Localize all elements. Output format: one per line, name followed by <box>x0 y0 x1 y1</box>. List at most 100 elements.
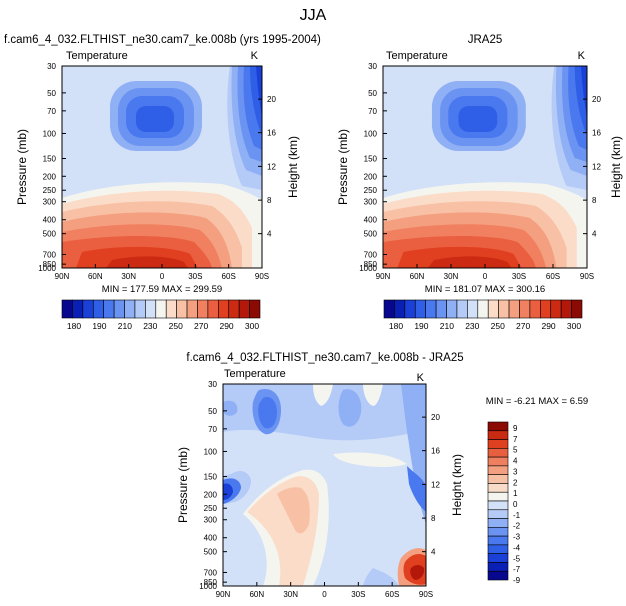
height-tick-label: 8 <box>267 196 272 205</box>
colorbar-swatch <box>487 527 509 537</box>
height-tick-label: 20 <box>267 95 276 104</box>
level-band <box>407 466 426 512</box>
latitude-tick-label: 0 <box>483 272 488 281</box>
colorbar-label: -3 <box>513 533 521 542</box>
latitude-tick-label: 90N <box>55 272 70 281</box>
colorbar-swatch <box>456 299 468 319</box>
panel3-stats: MIN = -6.21 MAX = 6.59 <box>486 396 588 407</box>
colorbar-swatch <box>92 299 104 319</box>
panel1-colorbar: 180 190 210 230 250 270 290 300 <box>61 299 261 331</box>
pressure-tick-label: 100 <box>204 447 218 456</box>
colorbar-swatch <box>487 299 499 319</box>
pressure-tick-label: 30 <box>208 380 217 389</box>
panel1-y2label: Height (km) <box>286 136 300 198</box>
level-band <box>256 66 262 118</box>
panel3-ylabel: Pressure (mb) <box>176 447 190 523</box>
panel1-height-ticks: 20 16 12 8 4 <box>258 95 276 239</box>
colorbar-swatch <box>487 544 509 554</box>
colorbar-swatch <box>404 299 416 319</box>
colorbar-swatch <box>487 421 509 432</box>
colorbar-swatch <box>124 299 136 319</box>
colorbar-swatch <box>487 562 509 572</box>
pressure-tick-label: 200 <box>364 172 378 181</box>
colorbar-label: 0 <box>513 500 518 509</box>
level-band <box>223 400 238 416</box>
pressure-tick-label: 70 <box>368 107 377 116</box>
panel2-ylabel: Pressure (mb) <box>336 129 350 205</box>
height-tick-label: 12 <box>431 480 440 489</box>
level-band <box>363 568 399 586</box>
pressure-tick-label: 300 <box>204 516 218 525</box>
colorbar-label: 9 <box>513 424 518 433</box>
pressure-tick-label: 50 <box>208 407 217 416</box>
pressure-tick-label: 850 <box>43 260 57 269</box>
level-band <box>383 106 392 192</box>
colorbar-label: 190 <box>92 321 106 331</box>
panel1-units: K <box>251 50 259 62</box>
pressure-tick-label: 250 <box>364 186 378 195</box>
pressure-tick-label: 200 <box>43 172 57 181</box>
panel2-units: K <box>578 50 586 62</box>
colorbar-swatch <box>487 448 509 458</box>
colorbar-swatch <box>186 299 198 319</box>
pressure-tick-label: 100 <box>364 129 378 138</box>
colorbar-label: -9 <box>513 576 521 585</box>
pressure-tick-label: 100 <box>43 129 57 138</box>
colorbar-label: 290 <box>219 321 233 331</box>
colorbar-swatch <box>435 299 447 319</box>
panel3-height-ticks: 20 16 12 8 4 <box>422 413 440 557</box>
colorbar-label: 250 <box>169 321 183 331</box>
colorbar-swatch <box>228 299 240 319</box>
colorbar-label: 190 <box>414 321 428 331</box>
colorbar-swatch <box>519 299 531 319</box>
level-band <box>106 256 188 268</box>
colorbar-label: 270 <box>516 321 530 331</box>
colorbar-label: 250 <box>491 321 505 331</box>
panel3-field <box>223 384 426 586</box>
latitude-tick-label: 0 <box>322 590 327 599</box>
colorbar-label: 180 <box>389 321 403 331</box>
latitude-tick-label: 0 <box>160 272 165 281</box>
height-tick-label: 12 <box>592 162 601 171</box>
pressure-tick-label: 300 <box>43 198 57 207</box>
colorbar-swatch <box>176 299 188 319</box>
panel3-y2label: Height (km) <box>450 454 464 516</box>
colorbar-label: 210 <box>440 321 454 331</box>
latitude-tick-label: 90S <box>419 590 433 599</box>
colorbar-swatch <box>134 299 146 319</box>
level-band <box>338 389 362 427</box>
latitude-tick-label: 60N <box>410 272 425 281</box>
colorbar-label: 2 <box>513 478 518 487</box>
colorbar-label: -1 <box>513 511 521 520</box>
pressure-tick-label: 500 <box>364 230 378 239</box>
latitude-tick-label: 60S <box>222 272 236 281</box>
colorbar-swatch <box>61 299 73 319</box>
colorbar-swatch <box>487 465 509 475</box>
pressure-tick-label: 70 <box>208 425 217 434</box>
colorbar-label: -7 <box>513 565 521 574</box>
panel2-plot <box>382 65 588 269</box>
height-tick-label: 4 <box>267 230 272 239</box>
colorbar-swatch <box>394 299 406 319</box>
page-title: JJA <box>300 7 327 24</box>
height-tick-label: 12 <box>267 162 276 171</box>
colorbar-swatch <box>82 299 94 319</box>
pressure-tick-label: 1000 <box>359 264 377 273</box>
panel1-plot <box>61 65 263 269</box>
height-tick-label: 4 <box>431 548 436 557</box>
level-band <box>223 483 233 500</box>
panel2-height-ticks: 20 16 12 8 4 <box>583 95 601 239</box>
colorbar-label: 300 <box>245 321 259 331</box>
panel1-ylabel: Pressure (mb) <box>15 129 29 205</box>
colorbar-label: 230 <box>143 321 157 331</box>
height-tick-label: 20 <box>431 413 440 422</box>
panel3-plot <box>222 383 427 587</box>
pressure-tick-label: 250 <box>43 186 57 195</box>
colorbar-swatch <box>487 509 509 519</box>
pressure-tick-label: 300 <box>364 198 378 207</box>
level-band <box>277 487 310 534</box>
panel2-left-label: Temperature <box>386 50 448 62</box>
panel1-title: f.cam6_4_032.FLTHIST_ne30.cam7_ke.008b (… <box>4 34 321 46</box>
